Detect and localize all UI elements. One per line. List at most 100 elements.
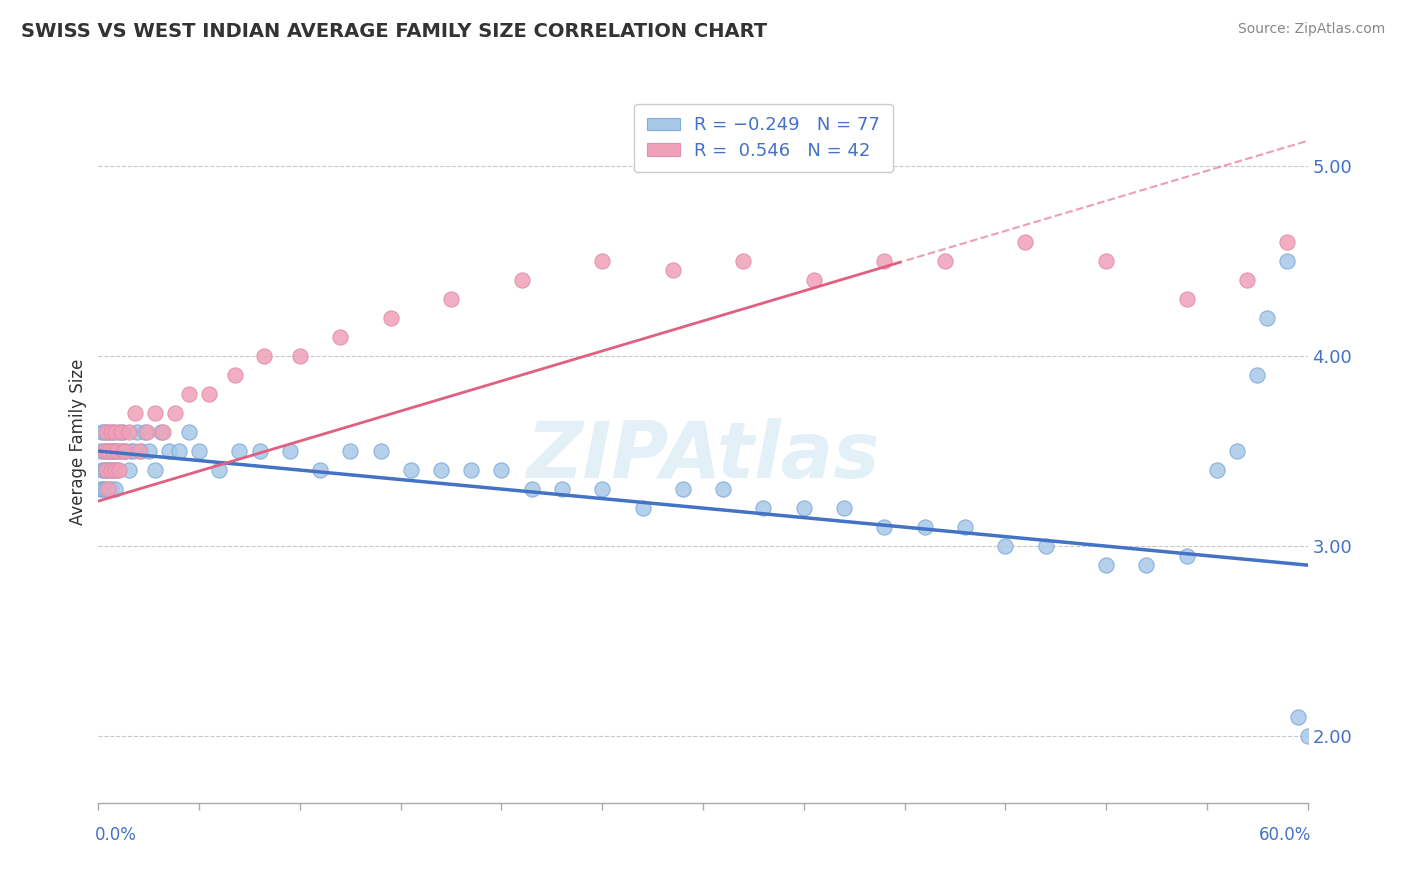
Point (134, 425, 156, 439)
Point (125, 425, 148, 439)
Point (370, 444, 392, 458)
Point (1175, 549, 1198, 563)
Point (631, 501, 654, 516)
Point (110, 425, 132, 439)
Point (89, 482, 111, 496)
Text: ZIPAtlas: ZIPAtlas (526, 418, 880, 494)
Point (1286, 710, 1309, 724)
Point (803, 273, 825, 287)
Point (188, 444, 211, 458)
Point (793, 501, 815, 516)
Point (309, 463, 332, 477)
Point (100, 444, 122, 458)
Point (120, 444, 142, 458)
Point (832, 501, 855, 516)
Point (107, 463, 129, 477)
Point (253, 349, 276, 363)
Point (440, 292, 463, 306)
Point (228, 444, 250, 458)
Point (1095, 253, 1118, 268)
Point (591, 253, 613, 268)
Point (124, 406, 146, 420)
Point (460, 463, 482, 477)
Point (329, 330, 352, 344)
Point (1206, 463, 1229, 477)
Point (101, 444, 124, 458)
Point (105, 444, 128, 458)
Point (167, 444, 190, 458)
Point (143, 463, 166, 477)
Point (111, 444, 134, 458)
Point (91, 463, 114, 477)
Point (491, 463, 513, 477)
Point (711, 482, 734, 496)
Point (100, 482, 122, 496)
Point (138, 444, 160, 458)
Point (105, 444, 128, 458)
Point (118, 425, 141, 439)
Point (121, 444, 143, 458)
Point (510, 273, 533, 287)
Point (873, 520, 896, 534)
Point (994, 539, 1017, 553)
Point (114, 444, 136, 458)
Point (96, 463, 118, 477)
Point (551, 482, 574, 496)
Point (100, 463, 122, 477)
Point (93, 444, 115, 458)
Point (1277, 253, 1299, 268)
Point (953, 520, 976, 534)
Point (1014, 235, 1036, 249)
Point (143, 406, 166, 420)
Point (93, 482, 115, 496)
Point (430, 463, 453, 477)
Point (103, 444, 125, 458)
Text: SWISS VS WEST INDIAN AVERAGE FAMILY SIZE CORRELATION CHART: SWISS VS WEST INDIAN AVERAGE FAMILY SIZE… (21, 22, 768, 41)
Text: 60.0%: 60.0% (1260, 826, 1312, 844)
Point (129, 444, 152, 458)
Point (661, 263, 683, 277)
Point (105, 463, 128, 477)
Point (135, 425, 157, 439)
Point (380, 310, 402, 325)
Point (101, 463, 124, 477)
Point (96, 482, 118, 496)
Point (103, 463, 125, 477)
Point (520, 482, 543, 496)
Point (89, 444, 111, 458)
Point (934, 253, 956, 268)
Point (96, 463, 118, 477)
Point (107, 425, 129, 439)
Point (1277, 235, 1299, 249)
Point (278, 444, 301, 458)
Point (249, 444, 271, 458)
Point (339, 444, 361, 458)
Point (399, 463, 422, 477)
Point (128, 444, 150, 458)
Point (91, 425, 114, 439)
Point (1226, 444, 1249, 458)
Point (97, 482, 120, 496)
Point (752, 501, 775, 516)
Point (152, 425, 174, 439)
Point (96, 425, 118, 439)
Point (97, 444, 120, 458)
Text: 0.0%: 0.0% (94, 826, 136, 844)
Point (208, 463, 231, 477)
Point (873, 253, 896, 268)
Point (288, 349, 311, 363)
Point (1256, 310, 1278, 325)
Point (914, 520, 936, 534)
Point (163, 406, 186, 420)
Point (97, 444, 120, 458)
Point (101, 444, 124, 458)
Point (672, 482, 695, 496)
Point (1095, 558, 1118, 573)
Point (93, 444, 115, 458)
Point (198, 387, 221, 401)
Point (1296, 729, 1319, 743)
Point (100, 463, 122, 477)
Point (96, 444, 118, 458)
Point (149, 425, 172, 439)
Point (1035, 539, 1057, 553)
